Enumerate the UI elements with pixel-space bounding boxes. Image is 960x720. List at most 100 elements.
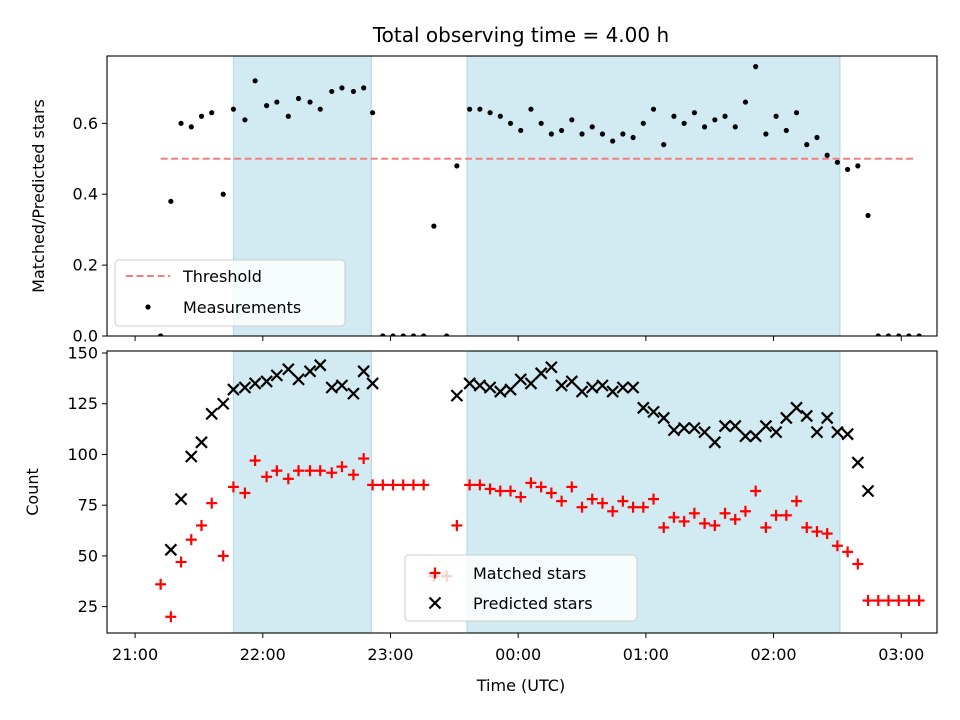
- predicted-star-point: [800, 409, 814, 423]
- predicted-star-point: [565, 375, 579, 388]
- matched-star-point: [842, 546, 854, 558]
- measurement-point: [329, 88, 335, 95]
- matched-star-point: [760, 522, 772, 534]
- panel-1-shaded-interval: [233, 351, 372, 633]
- predicted-star-point-b: [216, 397, 230, 411]
- predicted-star-point-b: [780, 411, 793, 425]
- panel-1-y-tick-label: 150: [67, 344, 98, 363]
- matched-star-point: [304, 465, 316, 477]
- predicted-star-point-b: [606, 385, 619, 398]
- predicted-star-point-b: [810, 425, 824, 439]
- predicted-star-point-b: [174, 492, 188, 506]
- measurement-point: [444, 333, 450, 336]
- measurement-point: [845, 166, 851, 173]
- matched-star-point: [367, 479, 379, 491]
- measurement-point: [168, 198, 174, 204]
- measurement-point: [742, 99, 749, 105]
- panel-1-frame: [106, 350, 938, 634]
- panel-1-y-tick-label: 25: [78, 597, 98, 616]
- matched-star-point: [668, 511, 680, 523]
- predicted-star-point-b: [483, 381, 497, 394]
- predicted-star-point: [282, 362, 295, 376]
- measurement-point: [599, 131, 606, 137]
- predicted-star-point-b: [463, 377, 476, 390]
- matched-star-point: [780, 509, 792, 521]
- matched-star-point: [418, 479, 430, 491]
- measurement-point: [339, 85, 345, 91]
- matched-star-point: [249, 455, 261, 467]
- measurement-point: [178, 120, 184, 126]
- predicted-star-point-b: [698, 425, 711, 439]
- matched-star-point: [637, 501, 649, 513]
- matched-star-point: [699, 517, 711, 529]
- predicted-star-point: [195, 436, 208, 449]
- matched-star-point: [872, 595, 884, 607]
- predicted-star-point: [688, 421, 701, 435]
- measurement-point: [650, 106, 657, 112]
- measurement-point: [702, 124, 708, 130]
- predicted-star-point: [164, 543, 178, 557]
- matched-star-point: [903, 595, 915, 607]
- measurement-point: [855, 163, 861, 169]
- predicted-star-point: [303, 365, 317, 378]
- measurement-point: [916, 333, 922, 336]
- measurement-point: [753, 64, 759, 70]
- predicted-star-point: [759, 419, 773, 433]
- matched-star-point: [719, 507, 731, 519]
- predicted-star-point: [174, 492, 188, 506]
- matched-star-point: [607, 505, 619, 517]
- measurement-point: [274, 99, 280, 105]
- matched-star-point: [227, 481, 239, 493]
- predicted-star-point-b: [270, 369, 284, 382]
- predicted-star-point-b: [248, 377, 262, 390]
- predicted-star-point-b: [749, 429, 762, 443]
- measurement-point: [400, 333, 406, 336]
- measurement-point: [230, 106, 237, 112]
- predicted-star-point-b: [759, 419, 773, 433]
- predicted-star-point-b: [626, 381, 640, 394]
- predicted-star-point-b: [565, 375, 579, 388]
- predicted-star-point: [606, 385, 619, 398]
- predicted-star-point: [728, 419, 742, 433]
- x-tick-label: 02:00: [750, 645, 796, 664]
- predicted-star-point-b: [831, 425, 844, 439]
- matched-star-point: [739, 505, 751, 517]
- panel-0-y-axis-label: Matched/Predicted stars: [29, 99, 48, 293]
- predicted-star-point-b: [514, 373, 528, 386]
- x-tick-label: 21:00: [112, 645, 158, 664]
- matched-star-point: [545, 487, 557, 499]
- measurement-point: [691, 110, 697, 116]
- measurement-point: [610, 138, 616, 144]
- measurement-point: [410, 333, 417, 336]
- predicted-star-point: [292, 373, 305, 386]
- x-tick-label: 00:00: [495, 645, 541, 664]
- predicted-star-point-b: [164, 543, 178, 557]
- matched-star-point: [617, 495, 629, 507]
- matched-star-point: [913, 595, 925, 607]
- matched-star-point: [658, 522, 670, 534]
- x-tick-label: 01:00: [623, 645, 669, 664]
- matched-star-point: [336, 461, 348, 473]
- matched-star-point: [484, 483, 496, 495]
- matched-star-point: [358, 453, 370, 465]
- matched-star-point: [535, 481, 547, 493]
- measurement-point: [454, 163, 460, 169]
- predicted-star-point: [450, 389, 464, 402]
- measurement-point: [896, 333, 902, 336]
- predicted-star-point-b: [292, 373, 305, 386]
- predicted-star-point-b: [313, 358, 327, 372]
- predicted-star-point: [270, 369, 284, 382]
- matched-star-point: [155, 578, 167, 590]
- predicted-star-point: [861, 484, 875, 498]
- measurement-point: [198, 113, 205, 119]
- predicted-star-point-b: [303, 365, 317, 378]
- predicted-star-point-b: [504, 383, 517, 396]
- predicted-star-point: [335, 379, 349, 392]
- predicted-star-point-b: [861, 484, 875, 498]
- panel-0-shaded-interval: [467, 56, 840, 336]
- legend-predicted-label: Predicted stars: [473, 594, 593, 613]
- matched-star-point: [882, 595, 894, 607]
- measurement-point: [467, 106, 473, 112]
- measurement-point: [906, 333, 912, 336]
